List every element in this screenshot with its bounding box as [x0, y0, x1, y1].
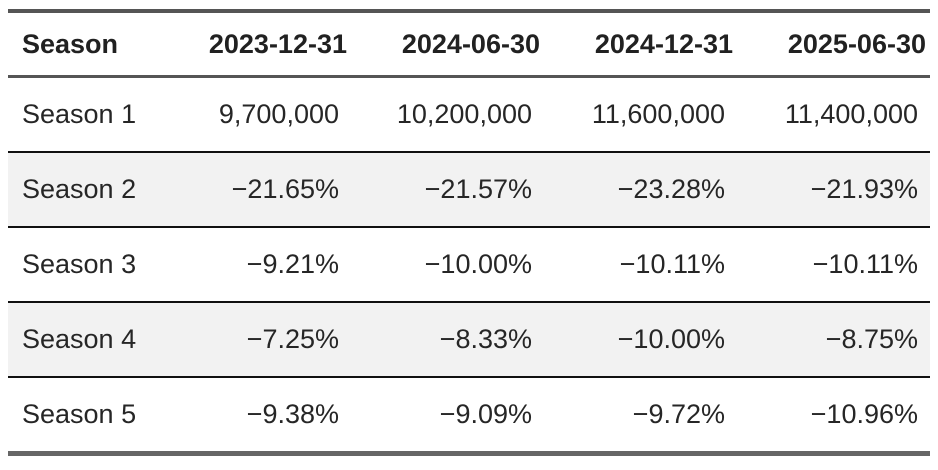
- column-header-2024-12-31: 2024-12-31: [544, 11, 737, 78]
- table-row-season-1: Season 1 9,700,000 10,200,000 11,600,000…: [8, 77, 930, 153]
- table-cell: −9.72%: [544, 376, 737, 454]
- season-data-table: Season 2023-12-31 2024-06-30 2024-12-31 …: [8, 9, 930, 456]
- table-cell: 10,200,000: [396, 99, 532, 129]
- table-cell: 11,400,000: [784, 99, 918, 129]
- row-label: Season 1: [22, 99, 137, 129]
- table-row-season-5: Season 5 −9.38% −9.09% −9.72% −10.96%: [8, 376, 930, 454]
- table-cell: −21.93%: [737, 151, 930, 227]
- table-cell: −9.09%: [351, 376, 544, 454]
- table-cell: −7.25%: [158, 301, 351, 377]
- table-cell: −8.75%: [737, 301, 930, 377]
- table-row-season-3: Season 3 −9.21% −10.00% −10.11% −10.11%: [8, 226, 930, 302]
- table-cell: −21.57%: [351, 151, 544, 227]
- table-row-season-2: Season 2 −21.65% −21.57% −23.28% −21.93%: [8, 151, 930, 227]
- column-header-2024-06-30: 2024-06-30: [351, 11, 544, 78]
- table-cell: 11,600,000: [591, 99, 725, 129]
- header-row: Season 2023-12-31 2024-06-30 2024-12-31 …: [8, 11, 930, 78]
- table-body: Season 1 9,700,000 10,200,000 11,600,000…: [8, 77, 930, 454]
- table-container: Season 2023-12-31 2024-06-30 2024-12-31 …: [8, 9, 930, 456]
- row-label: Season 2: [8, 151, 158, 227]
- table-cell: −9.21%: [158, 226, 351, 302]
- table-cell: −23.28%: [544, 151, 737, 227]
- table-cell: 9,700,000: [218, 99, 339, 129]
- table-row-season-4: Season 4 −7.25% −8.33% −10.00% −8.75%: [8, 301, 930, 377]
- table-cell: −10.11%: [737, 226, 930, 302]
- row-label: Season 5: [8, 376, 158, 454]
- column-header-2025-06-30: 2025-06-30: [737, 11, 930, 78]
- row-label: Season 3: [8, 226, 158, 302]
- table-cell: −10.00%: [351, 226, 544, 302]
- table-header: Season 2023-12-31 2024-06-30 2024-12-31 …: [8, 11, 930, 78]
- row-label: Season 4: [8, 301, 158, 377]
- table-cell: −8.33%: [351, 301, 544, 377]
- table-cell: −10.96%: [737, 376, 930, 454]
- table-cell: −21.65%: [158, 151, 351, 227]
- column-header-season: Season: [8, 11, 158, 78]
- table-cell: −10.00%: [544, 301, 737, 377]
- column-header-2023-12-31: 2023-12-31: [158, 11, 351, 78]
- table-cell: −9.38%: [158, 376, 351, 454]
- table-cell: −10.11%: [544, 226, 737, 302]
